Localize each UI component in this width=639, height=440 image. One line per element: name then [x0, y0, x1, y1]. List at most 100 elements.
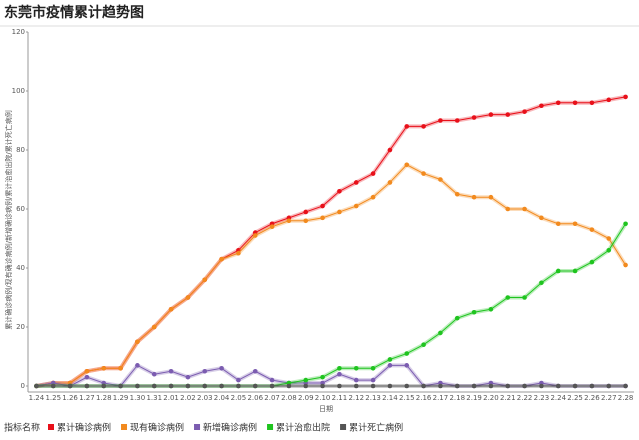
x-axis-label: 日期: [319, 405, 333, 413]
data-point: [168, 368, 174, 374]
x-tick-label: 2.14: [382, 394, 398, 402]
legend-swatch[interactable]: [121, 424, 128, 430]
legend-swatch[interactable]: [48, 424, 54, 430]
data-point: [522, 206, 527, 212]
data-point: [219, 366, 224, 371]
legend-label[interactable]: 累计治愈出院: [276, 422, 330, 434]
x-tick-label: 2.17: [433, 394, 449, 402]
data-point: [454, 191, 460, 197]
data-point: [303, 383, 309, 389]
data-point: [269, 224, 275, 229]
x-tick-label: 1.26: [62, 394, 78, 402]
data-point: [421, 342, 426, 348]
data-point: [404, 124, 410, 129]
data-point: [623, 94, 628, 100]
data-point: [219, 383, 224, 389]
y-tick-label: 80: [16, 146, 25, 154]
data-point: [337, 366, 342, 371]
x-tick-label: 1.30: [130, 394, 146, 402]
x-tick-label: 2.21: [500, 394, 516, 402]
series-line: [36, 164, 627, 387]
data-point: [606, 383, 612, 389]
data-point: [84, 368, 90, 374]
data-point: [454, 315, 460, 321]
legend-label[interactable]: 累计死亡病例: [349, 422, 403, 434]
data-point: [505, 383, 511, 389]
x-tick-label: 2.07: [264, 394, 280, 402]
data-point: [387, 180, 393, 185]
data-point: [454, 383, 460, 389]
data-point: [471, 383, 477, 389]
data-point: [505, 112, 511, 117]
series-halo: [36, 362, 626, 389]
legend-label[interactable]: 累计确诊病例: [57, 422, 111, 434]
x-tick-label: 2.16: [416, 394, 432, 402]
data-point: [572, 383, 578, 389]
data-point: [387, 363, 393, 368]
data-point: [539, 280, 544, 286]
data-point: [438, 177, 443, 182]
data-point: [135, 363, 140, 368]
data-point: [471, 309, 477, 315]
x-tick-label: 2.06: [247, 394, 263, 402]
data-point: [185, 383, 191, 389]
legend-label[interactable]: 现有确诊病例: [130, 422, 184, 434]
data-point: [185, 295, 191, 300]
data-point: [438, 118, 443, 123]
data-point: [623, 221, 628, 227]
x-tick-label: 2.12: [348, 394, 364, 402]
legend-swatch[interactable]: [340, 424, 347, 430]
data-point: [320, 215, 325, 221]
data-point: [539, 215, 544, 221]
legend-swatch[interactable]: [267, 424, 274, 430]
data-point: [387, 357, 393, 362]
data-point: [236, 250, 241, 256]
y-axis-label: 累计确诊病例/现有确诊病例/新增确诊病例/累计治愈出院/累计死亡病例: [4, 110, 13, 329]
x-tick-label: 2.11: [332, 394, 348, 402]
x-tick-label: 2.01: [163, 394, 179, 402]
data-point: [404, 383, 410, 389]
data-point: [168, 383, 174, 389]
data-point: [623, 383, 628, 389]
x-tick-label: 2.02: [180, 394, 196, 402]
data-point: [404, 363, 410, 368]
x-tick-label: 2.10: [315, 394, 331, 402]
data-point: [572, 100, 578, 106]
data-point: [269, 383, 275, 389]
data-point: [387, 383, 393, 389]
x-tick-label: 2.27: [601, 394, 617, 402]
data-point: [202, 368, 208, 374]
data-point: [387, 147, 393, 153]
data-point: [168, 307, 174, 312]
data-point: [101, 366, 107, 371]
x-tick-label: 2.28: [618, 394, 634, 402]
x-tick-label: 1.28: [96, 394, 112, 402]
data-point: [404, 351, 410, 356]
data-point: [606, 97, 612, 103]
x-tick-label: 2.26: [584, 394, 600, 402]
data-point: [286, 383, 292, 389]
data-point: [252, 368, 258, 374]
data-point: [505, 295, 511, 300]
data-point: [252, 383, 258, 389]
legend-label[interactable]: 新增确诊病例: [203, 422, 257, 434]
data-point: [606, 236, 612, 241]
data-point: [84, 374, 90, 380]
data-point: [589, 383, 595, 389]
x-tick-label: 2.18: [449, 394, 465, 402]
x-tick-label: 1.29: [113, 394, 129, 402]
legend-swatch[interactable]: [194, 424, 201, 430]
data-point: [202, 277, 208, 283]
data-point: [252, 233, 258, 238]
data-point: [219, 256, 224, 262]
data-point: [303, 209, 309, 215]
data-point: [589, 100, 595, 106]
data-point: [539, 103, 544, 109]
x-tick-label: 2.09: [298, 394, 314, 402]
data-point: [370, 366, 376, 371]
data-point: [353, 203, 359, 209]
x-tick-label: 1.24: [29, 394, 45, 402]
y-tick-label: 100: [12, 87, 25, 95]
data-point: [337, 371, 342, 377]
x-tick-label: 2.25: [567, 394, 583, 402]
